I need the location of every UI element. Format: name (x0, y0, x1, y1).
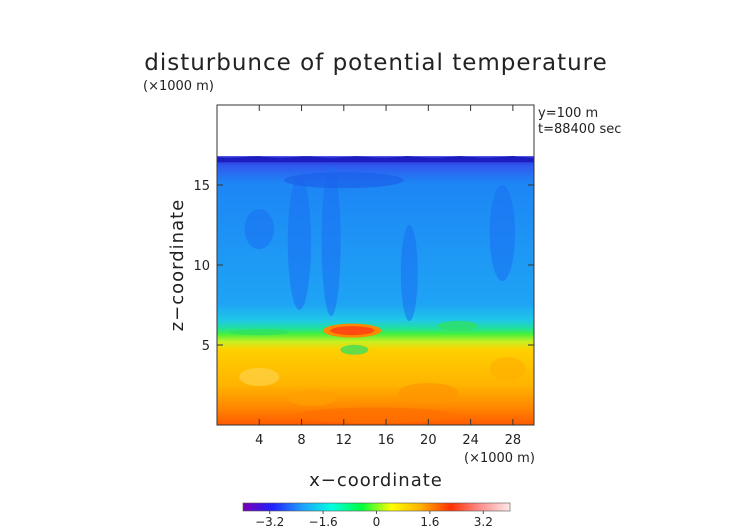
warm-patch-1 (287, 389, 338, 406)
y-tick-label: 10 (193, 259, 210, 274)
x-tick-label: 12 (336, 433, 353, 448)
y-scale-label: (×1000 m) (143, 79, 214, 94)
x-tick-label: 28 (505, 433, 522, 448)
colorbar-tick-label: 3.2 (474, 515, 493, 529)
chart-title: disturbunce of potential temperature (144, 50, 608, 76)
annotation-time: t=88400 sec (538, 122, 621, 137)
temperature-field (217, 156, 534, 425)
x-scale-label: (×1000 m) (464, 451, 535, 466)
green-patch-2 (229, 329, 290, 336)
x-tick-label: 24 (462, 433, 479, 448)
y-axis: 5 10 15 (193, 179, 534, 354)
upper-cool-band (283, 172, 404, 189)
y-tick-label: 15 (193, 179, 210, 194)
green-patch-1 (340, 344, 369, 355)
warm-patch-3 (489, 357, 526, 381)
x-tick-label: 4 (255, 433, 263, 448)
green-patch-0 (437, 320, 478, 331)
plume-2 (400, 225, 418, 321)
plume-1 (321, 165, 341, 317)
x-tick-label: 8 (297, 433, 305, 448)
plume-0 (287, 175, 312, 310)
field-top-boundary (217, 156, 534, 163)
y-axis-label: z−coordinate (167, 199, 188, 332)
colorbar: −3.2 −1.6 0 1.6 3.2 (242, 502, 511, 529)
warm-patch-2 (398, 383, 459, 403)
plume-3 (489, 185, 515, 281)
warm-bubble-core (330, 326, 375, 336)
x-tick-label: 20 (420, 433, 437, 448)
colorbar-tick-label: 1.6 (420, 515, 439, 529)
warm-patch-4 (295, 407, 456, 424)
colorbar-tick-label: −1.6 (309, 515, 338, 529)
colorbar-tick-label: −3.2 (255, 515, 284, 529)
warm-patch-0 (239, 368, 280, 386)
x-axis-label: x−coordinate (309, 470, 443, 491)
plume-4 (244, 209, 275, 249)
colorbar-tick-label: 0 (373, 515, 381, 529)
x-axis: 4 8 12 16 20 24 28 (255, 105, 521, 448)
annotation-y: y=100 m (538, 106, 598, 121)
x-tick-label: 16 (378, 433, 395, 448)
colorbar-bar (242, 502, 511, 512)
y-tick-label: 5 (202, 339, 210, 354)
